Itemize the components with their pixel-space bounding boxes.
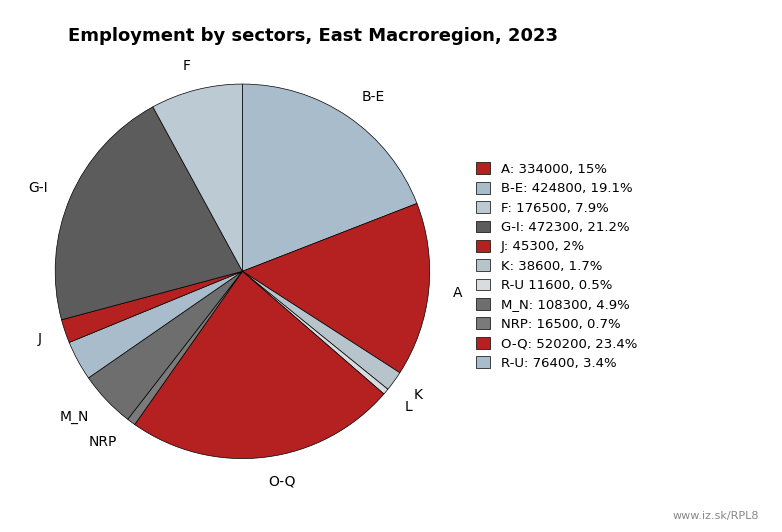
Wedge shape xyxy=(127,271,242,425)
Wedge shape xyxy=(242,203,429,373)
Text: NRP: NRP xyxy=(88,435,117,448)
Text: O-Q: O-Q xyxy=(268,475,296,488)
Text: G-I: G-I xyxy=(28,181,48,195)
Text: Employment by sectors, East Macroregion, 2023: Employment by sectors, East Macroregion,… xyxy=(68,27,558,45)
Text: A: A xyxy=(453,286,462,300)
Text: www.iz.sk/RPL8: www.iz.sk/RPL8 xyxy=(672,511,759,521)
Wedge shape xyxy=(62,271,242,343)
Wedge shape xyxy=(242,271,388,394)
Wedge shape xyxy=(153,84,242,271)
Text: B-E: B-E xyxy=(362,90,386,104)
Wedge shape xyxy=(242,271,400,389)
Text: F: F xyxy=(182,59,190,73)
Wedge shape xyxy=(135,271,384,459)
Text: K: K xyxy=(414,388,423,403)
Legend: A: 334000, 15%, B-E: 424800, 19.1%, F: 176500, 7.9%, G-I: 472300, 21.2%, J: 4530: A: 334000, 15%, B-E: 424800, 19.1%, F: 1… xyxy=(475,162,637,370)
Wedge shape xyxy=(242,84,417,271)
Wedge shape xyxy=(69,271,242,378)
Text: M_N: M_N xyxy=(59,410,89,424)
Text: L: L xyxy=(404,400,412,414)
Text: J: J xyxy=(38,332,42,346)
Wedge shape xyxy=(56,107,242,320)
Wedge shape xyxy=(88,271,242,419)
